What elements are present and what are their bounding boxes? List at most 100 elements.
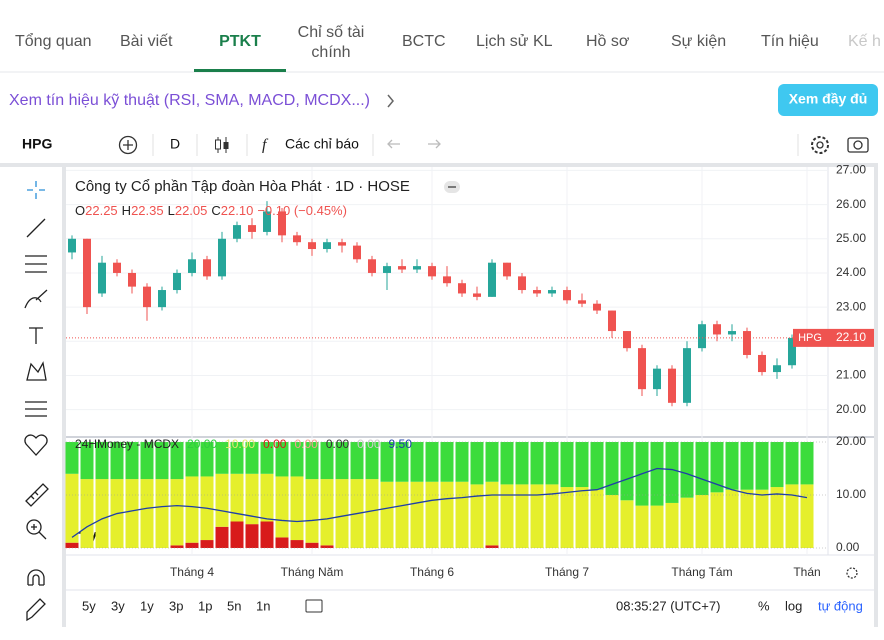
tab[interactable]: PTKT <box>219 33 261 50</box>
tab[interactable]: Lịch sử KL <box>476 33 553 50</box>
mcdx-bar <box>575 487 589 548</box>
line-tool[interactable] <box>26 218 46 238</box>
mcdx-bar <box>305 479 319 543</box>
lock-tool[interactable] <box>26 598 46 622</box>
mcdx-bar <box>800 442 814 485</box>
mcdx-legend-value: 0.00 <box>294 437 318 451</box>
mcdx-bar <box>680 497 694 548</box>
zoom-tool-detail <box>31 524 47 540</box>
mcdx-bar <box>320 545 334 548</box>
settings[interactable] <box>811 136 829 154</box>
mcdx-bar <box>275 476 289 538</box>
fx-icon[interactable]: f <box>262 137 269 154</box>
date-range-icon[interactable] <box>305 599 323 613</box>
mcdx-bar <box>515 484 529 548</box>
range-button[interactable]: 1p <box>198 598 212 613</box>
mcdx-bar <box>290 476 304 541</box>
mcdx-bar <box>485 481 499 546</box>
candle-body <box>683 348 691 403</box>
mcdx-legend-value: 20.00 <box>187 437 217 451</box>
candle-body <box>278 211 286 236</box>
zoom-tool[interactable] <box>26 519 42 535</box>
mcdx-bar <box>200 442 214 477</box>
x-tick-label: Tháng 6 <box>410 565 454 579</box>
mcdx-bar <box>770 487 784 548</box>
mcdx-bar <box>215 526 229 548</box>
tab[interactable]: Sự kiện <box>671 33 726 50</box>
tab[interactable]: Kế h <box>848 33 881 50</box>
ohlc-h_label: H <box>122 203 131 218</box>
text-tool[interactable] <box>29 327 43 344</box>
range-button[interactable]: 5n <box>227 598 241 613</box>
axis-settings[interactable] <box>846 567 858 579</box>
pattern-tool[interactable] <box>26 361 47 381</box>
ruler-tool[interactable] <box>25 483 49 507</box>
mcdx-bar <box>740 442 754 490</box>
candle-body <box>563 290 571 301</box>
brush-tool[interactable] <box>24 289 48 309</box>
candle-body <box>728 331 736 335</box>
tab[interactable]: Tín hiệu <box>761 33 819 50</box>
tab-bar <box>0 0 884 72</box>
mcdx-legend-value: 9.50 <box>389 437 413 451</box>
candle-icon-body <box>215 139 221 150</box>
range-button[interactable]: 5y <box>82 598 96 613</box>
mcdx-bar <box>155 479 169 548</box>
mcdx-bar <box>575 442 589 488</box>
candle-body <box>338 242 346 246</box>
mcdx-bar <box>485 442 499 482</box>
candle-body <box>608 310 616 332</box>
fib-tool[interactable] <box>25 255 47 273</box>
candle-body <box>458 283 466 294</box>
tab[interactable]: Tổng quan <box>15 32 92 50</box>
symbol[interactable]: HPG <box>22 136 52 152</box>
y-tick-label: 24.00 <box>836 265 866 279</box>
mcdx-bar <box>800 484 814 548</box>
range-button[interactable]: 3y <box>111 598 125 613</box>
crosshair-tool[interactable] <box>27 181 45 199</box>
mcdx-bar <box>635 505 649 548</box>
auto-toggle[interactable]: tự động <box>818 598 863 613</box>
mcdx-bar <box>335 479 349 548</box>
mcdx-bar <box>140 479 154 548</box>
candle-body <box>158 290 166 308</box>
percent-toggle[interactable]: % <box>758 598 770 613</box>
mcdx-bar <box>65 442 79 474</box>
interval[interactable]: D <box>170 136 180 152</box>
candle-body <box>788 337 796 366</box>
mcdx-line <box>71 467 808 538</box>
candle-body <box>503 262 511 277</box>
log-toggle[interactable]: log <box>785 598 802 613</box>
chevron <box>387 94 394 108</box>
mcdx-bar <box>245 473 259 525</box>
tab[interactable]: BCTC <box>402 33 446 50</box>
candle-body <box>623 331 631 349</box>
mcdx-bar <box>620 442 634 501</box>
signal-link[interactable]: Xem tín hiệu kỹ thuật (RSI, SMA, MACD, M… <box>9 92 370 109</box>
favorites-tool[interactable] <box>24 434 48 456</box>
candle-body <box>113 262 121 273</box>
tab[interactable]: Chỉ số tài chính <box>298 24 365 61</box>
candle-body <box>188 259 196 273</box>
mcdx-bar <box>260 521 274 548</box>
redo[interactable] <box>428 139 441 149</box>
camera[interactable] <box>847 137 869 153</box>
tab[interactable]: Bài viết <box>120 33 173 50</box>
x-tick-label: Tháng Tám <box>671 565 732 579</box>
full-button[interactable] <box>778 84 878 116</box>
magnet-tool[interactable] <box>27 569 45 586</box>
full-button-label[interactable]: Xem đầy đủ <box>789 91 868 107</box>
mcdx-bar <box>365 442 379 480</box>
add-icon[interactable] <box>118 135 138 155</box>
mcdx-bar <box>530 484 544 548</box>
indicators[interactable]: Các chỉ báo <box>285 136 359 152</box>
prediction-tool[interactable] <box>25 401 47 417</box>
mcdx-bar <box>770 442 784 488</box>
undo[interactable] <box>387 139 400 149</box>
mcdx-bar <box>80 442 94 480</box>
range-button[interactable]: 1y <box>140 598 154 613</box>
range-button[interactable]: 1n <box>256 598 270 613</box>
range-button[interactable]: 3p <box>169 598 183 613</box>
tab[interactable]: Hồ sơ <box>586 33 630 50</box>
